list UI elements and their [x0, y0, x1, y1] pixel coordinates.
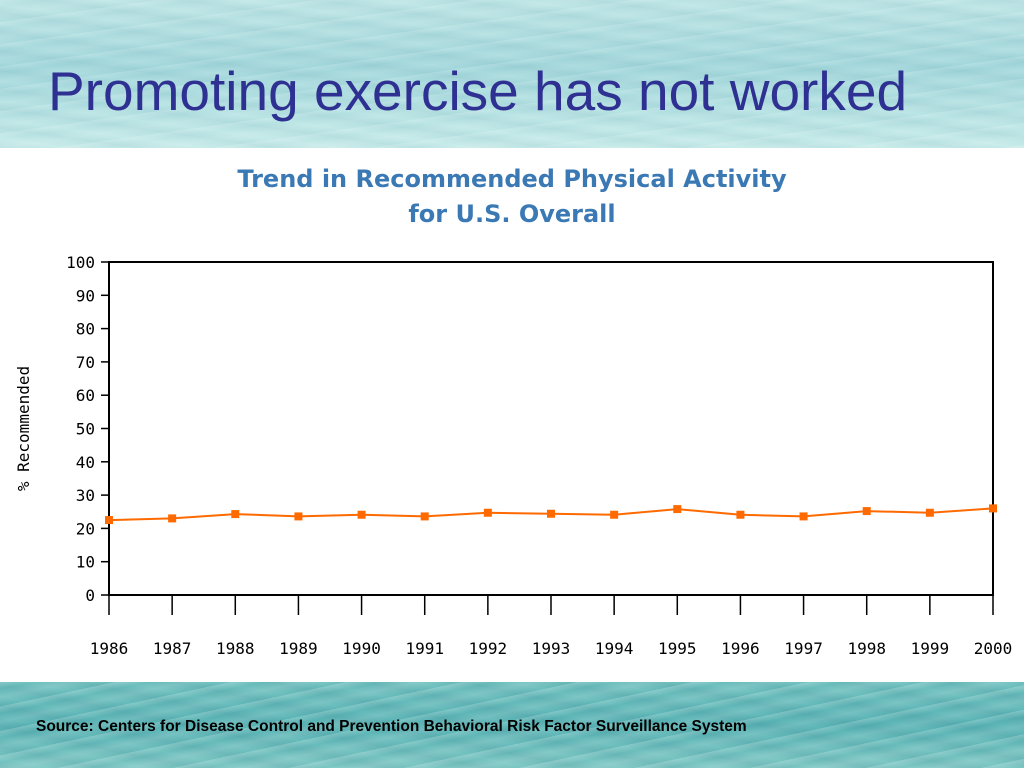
x-tick-label: 1993 [532, 639, 571, 658]
y-tick-label: 80 [76, 320, 95, 339]
y-tick-label: 10 [76, 553, 95, 572]
chart-panel: Trend in Recommended Physical Activity f… [0, 148, 1024, 682]
y-tick-label: 90 [76, 286, 95, 305]
data-point [989, 504, 997, 513]
y-tick-label: 70 [76, 353, 95, 372]
data-point [231, 510, 240, 519]
data-point [547, 509, 555, 518]
data-point [420, 512, 429, 521]
y-tick-label: 100 [66, 253, 95, 272]
x-tick-label: 1986 [90, 639, 129, 658]
y-tick-label: 30 [76, 486, 95, 505]
y-tick-label: 40 [76, 453, 95, 472]
data-point [294, 512, 303, 521]
x-tick-label: 1996 [721, 639, 760, 658]
y-tick-label: 20 [76, 519, 95, 538]
source-citation: Source: Centers for Disease Control and … [36, 718, 747, 735]
slide-title: Promoting exercise has not worked [48, 60, 908, 122]
ocean-background-top [0, 0, 1024, 148]
x-tick-label: 1999 [911, 639, 950, 658]
x-tick-label: 1988 [216, 639, 255, 658]
x-tick-label: 1998 [847, 639, 886, 658]
data-point [736, 510, 745, 519]
data-point [862, 507, 871, 516]
chart-title: Trend in Recommended Physical Activity f… [0, 162, 1024, 232]
line-chart: 0 10 20 30 40 50 60 70 80 90 100 1986 1987 1988 1989 19… [14, 253, 1013, 658]
x-tick-label: 1987 [153, 639, 192, 658]
y-tick-label: 60 [76, 386, 95, 405]
x-tick-label: 1990 [342, 639, 381, 658]
x-tick-label: 1989 [279, 639, 318, 658]
chart-title-line-1: Trend in Recommended Physical Activity [237, 165, 787, 193]
y-axis-label: % Recommended [14, 366, 33, 491]
data-point [483, 508, 492, 517]
data-point [673, 505, 682, 514]
x-tick-label: 1995 [658, 639, 697, 658]
x-tick-label: 1997 [784, 639, 823, 658]
ocean-background-bottom [0, 682, 1024, 768]
y-tick-label: 0 [85, 586, 95, 605]
x-tick-label: 1992 [469, 639, 508, 658]
x-tick-label: 2000 [974, 639, 1013, 658]
data-point [357, 510, 366, 519]
data-point [610, 510, 619, 519]
y-tick-label: 50 [76, 420, 95, 439]
x-tick-label: 1994 [595, 639, 634, 658]
x-tick-label: 1991 [405, 639, 444, 658]
plot-frame [108, 261, 994, 596]
chart-title-line-2: for U.S. Overall [408, 200, 616, 228]
data-point [799, 512, 808, 521]
data-point [105, 516, 113, 525]
data-point [925, 508, 934, 517]
data-point [168, 514, 177, 523]
